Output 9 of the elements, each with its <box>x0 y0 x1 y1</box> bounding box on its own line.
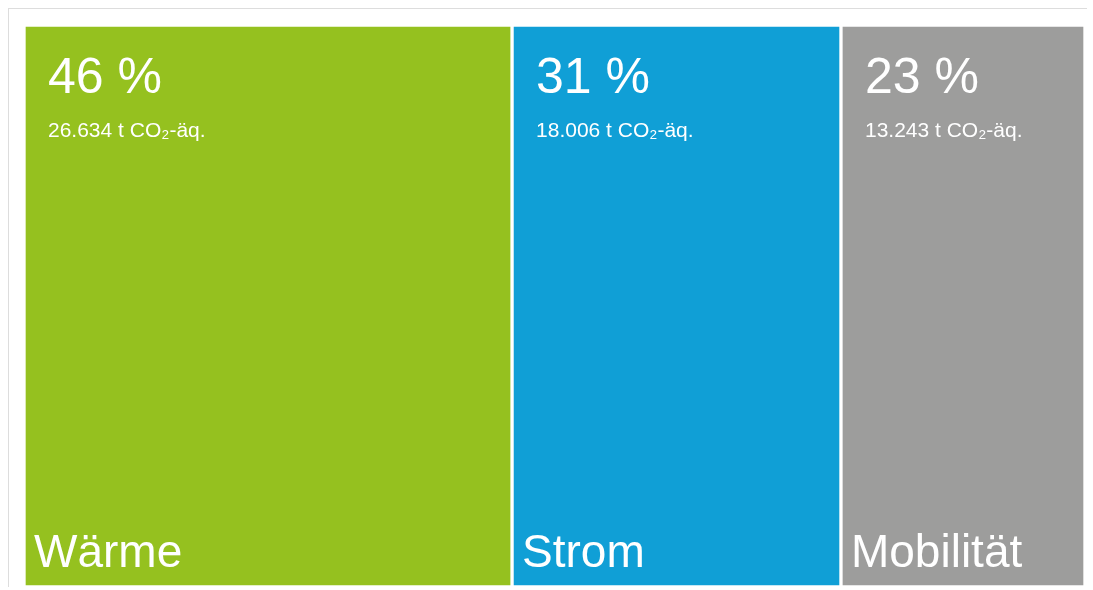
text: 18.006 t CO₂-äq. <box>536 118 694 141</box>
category-label: Mobilität <box>850 525 1023 577</box>
category-label: Strom <box>522 525 645 577</box>
text: 13.243 t CO₂-äq. <box>864 118 1023 141</box>
data-label: 31 % <box>536 48 651 104</box>
data-label: 23 % <box>864 48 979 104</box>
text: 26.634 t CO₂-äq. <box>48 118 206 141</box>
category-label: Wärme <box>34 525 183 577</box>
data-label: 46 % <box>48 48 162 104</box>
